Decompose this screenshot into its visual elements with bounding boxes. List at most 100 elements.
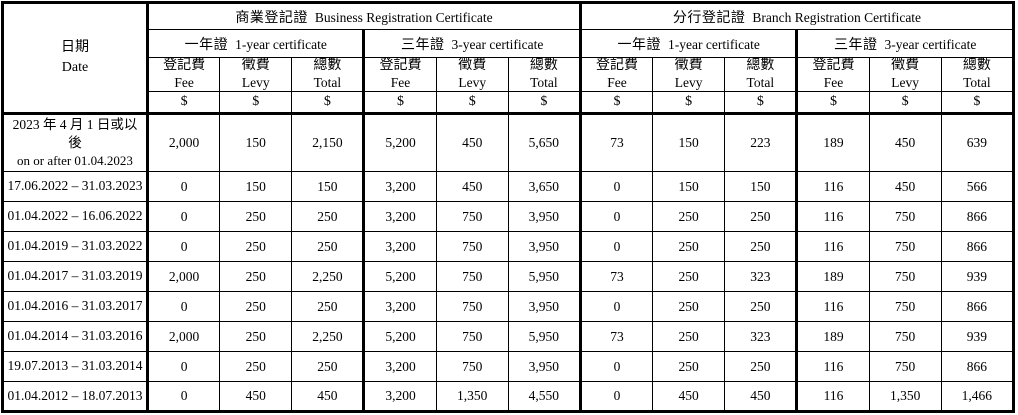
date-header-zh: 日期: [61, 39, 89, 55]
fee-column-en: Levy: [674, 74, 703, 90]
value-cell: 3,950: [507, 291, 582, 322]
value-cell: 223: [724, 113, 799, 172]
currency-symbol: $: [868, 91, 942, 115]
value-cell: 450: [652, 381, 726, 412]
value-cell: 866: [940, 201, 1015, 232]
currency-symbol: $: [146, 91, 221, 115]
value-cell: 939: [940, 321, 1015, 352]
currency-row: $ $ $ $ $ $ $ $ $ $ $ $: [3, 91, 1015, 115]
value-cell: 150: [219, 171, 293, 202]
fee-column-zh: 徵費: [458, 58, 487, 74]
fee-column-header: 徵費 Levy: [868, 57, 942, 92]
value-cell: 750: [868, 321, 942, 352]
value-cell: 0: [579, 291, 654, 322]
cert-1year-zh: 一年證: [617, 37, 662, 53]
date-range-text: 2023 年 4 月 1 日或以後: [12, 117, 138, 151]
date-cell: 01.04.2016 – 31.03.2017: [2, 291, 149, 322]
value-cell: 750: [868, 351, 942, 382]
value-cell: 1,350: [868, 381, 942, 412]
cert-3year-en: 3-year certificate: [884, 36, 977, 52]
value-cell: 639: [940, 113, 1015, 172]
date-range-text: 17.06.2022 – 31.03.2023: [7, 178, 143, 194]
value-cell: 2,000: [146, 113, 221, 172]
date-range-text: 19.07.2013 – 31.03.2014: [7, 358, 143, 374]
currency-symbol: $: [796, 91, 870, 115]
date-cell: 01.04.2014 – 31.03.2016: [2, 321, 149, 352]
currency-symbol: $: [724, 91, 799, 115]
fee-column-zh: 總數: [746, 58, 775, 74]
business-group-en: Business Registration Certificate: [314, 9, 493, 25]
value-cell: 0: [146, 291, 221, 322]
fee-column-header: 徵費 Levy: [219, 57, 293, 92]
table-row: 19.07.2013 – 31.03.2014 0 250 250 3,200 750 3,…: [2, 351, 1015, 382]
cert-3year-zh: 三年證: [401, 37, 445, 53]
date-range-text: 01.04.2017 – 31.03.2019: [7, 268, 143, 284]
value-cell: 250: [652, 351, 726, 382]
value-cell: 250: [652, 321, 726, 352]
value-cell: 250: [724, 201, 799, 232]
currency-symbol: $: [219, 91, 293, 115]
currency-symbol: $: [579, 91, 654, 115]
value-cell: 939: [940, 261, 1015, 292]
value-cell: 5,950: [507, 261, 582, 292]
value-cell: 0: [146, 381, 221, 412]
value-cell: 0: [579, 231, 654, 262]
value-cell: 0: [146, 171, 221, 202]
value-cell: 0: [146, 231, 221, 262]
cert-3year-en: 3-year certificate: [451, 36, 544, 52]
value-cell: 5,200: [363, 321, 437, 352]
date-cell: 01.04.2022 – 16.06.2022: [2, 201, 149, 232]
value-cell: 116: [796, 351, 870, 382]
value-cell: 450: [435, 171, 509, 202]
fee-column-zh: 登記費: [379, 58, 422, 74]
fee-column-header: 登記費 Fee: [796, 57, 870, 92]
table-row: 01.04.2014 – 31.03.2016 2,000 250 2,250 5,20…: [2, 321, 1015, 352]
value-cell: 250: [652, 231, 726, 262]
fee-column-header: 總數 Total: [940, 57, 1015, 92]
value-cell: 866: [940, 231, 1015, 262]
value-cell: 73: [579, 261, 654, 292]
fee-column-en: Total: [963, 74, 991, 90]
value-cell: 3,650: [507, 171, 582, 202]
value-cell: 0: [579, 381, 654, 412]
value-cell: 250: [291, 231, 366, 262]
value-cell: 1,350: [435, 381, 509, 412]
date-column-header: 日期 Date: [2, 2, 149, 115]
date-cell: 19.07.2013 – 31.03.2014: [2, 351, 149, 382]
value-cell: 3,950: [507, 201, 582, 232]
fee-column-en: Levy: [241, 74, 270, 90]
branch-3year-header: 三年證 3-year certificate: [796, 29, 1014, 58]
value-cell: 116: [796, 171, 870, 202]
business-group-zh: 商業登記證: [235, 10, 308, 26]
value-cell: 5,200: [363, 261, 437, 292]
date-range-text: 01.04.2014 – 31.03.2016: [7, 328, 143, 344]
fee-column-zh: 登記費: [812, 58, 855, 74]
value-cell: 250: [652, 291, 726, 322]
fee-table-body: 2023 年 4 月 1 日或以後 on or after 01.04.2023 2…: [2, 113, 1015, 412]
value-cell: 450: [868, 113, 942, 172]
value-cell: 450: [724, 381, 799, 412]
value-cell: 750: [868, 291, 942, 322]
fee-column-zh: 徵費: [674, 58, 703, 74]
value-cell: 0: [146, 201, 221, 232]
value-cell: 189: [796, 113, 870, 172]
fee-column-zh: 總數: [529, 58, 558, 74]
value-cell: 750: [435, 231, 509, 262]
value-cell: 250: [652, 261, 726, 292]
value-cell: 250: [724, 351, 799, 382]
value-cell: 116: [796, 381, 870, 412]
value-cell: 73: [579, 321, 654, 352]
value-cell: 250: [219, 351, 293, 382]
fee-column-header: 登記費 Fee: [579, 57, 654, 92]
date-range-text: 01.04.2012 – 18.07.2013: [7, 387, 143, 403]
value-cell: 250: [291, 351, 366, 382]
value-cell: 750: [435, 351, 509, 382]
value-cell: 250: [724, 291, 799, 322]
value-cell: 323: [724, 261, 799, 292]
fee-column-en: Levy: [891, 74, 920, 90]
currency-symbol: $: [435, 91, 509, 115]
value-cell: 250: [724, 231, 799, 262]
value-cell: 750: [868, 261, 942, 292]
date-cell: 01.04.2017 – 31.03.2019: [2, 261, 149, 292]
table-row: 17.06.2022 – 31.03.2023 0 150 150 3,200 450 3,…: [2, 171, 1015, 202]
